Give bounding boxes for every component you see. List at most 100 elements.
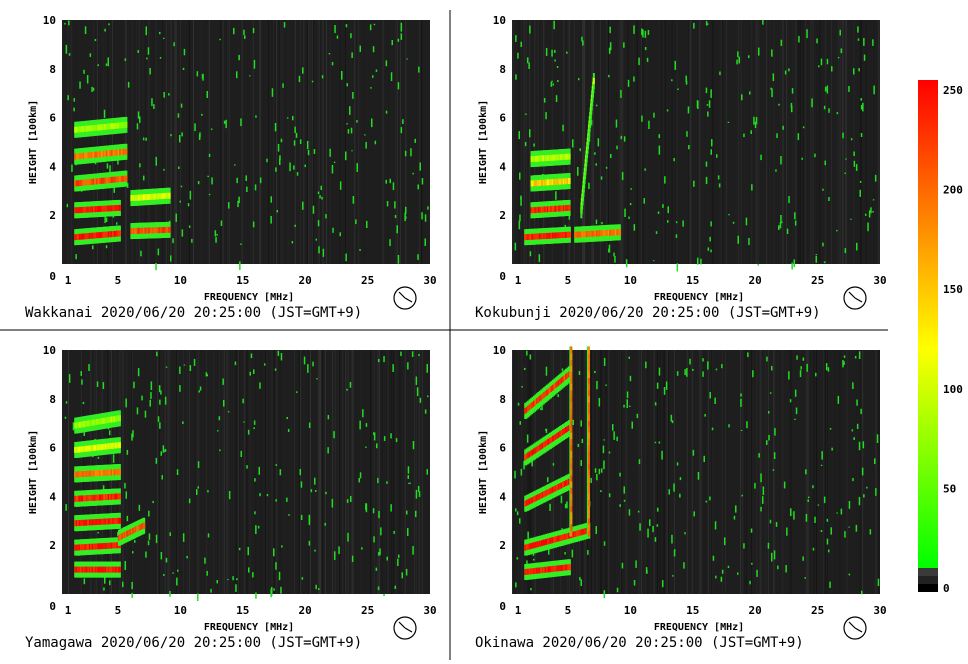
noise-speckle: [804, 577, 806, 579]
noise-speckle: [163, 449, 165, 453]
echo-trace-5: [104, 177, 108, 184]
noise-speckle: [197, 181, 200, 185]
noise-stripe: [244, 350, 246, 594]
noise-speckle: [686, 368, 688, 377]
noise-speckle: [238, 196, 240, 203]
noise-speckle: [629, 203, 632, 206]
noise-speckle: [385, 60, 388, 67]
noise-speckle: [675, 234, 678, 238]
noise-stripe: [766, 20, 768, 264]
noise-speckle: [854, 356, 857, 359]
noise-speckle: [65, 401, 68, 404]
noise-speckle: [530, 588, 532, 591]
noise-speckle: [197, 486, 199, 489]
noise-speckle: [529, 251, 532, 257]
noise-stripe: [155, 20, 157, 264]
noise-speckle: [798, 35, 800, 43]
noise-stripe: [550, 350, 552, 594]
noise-speckle: [674, 60, 676, 70]
noise-speckle: [794, 212, 796, 220]
echo-trace-7: [587, 419, 590, 427]
noise-speckle: [747, 352, 749, 358]
noise-stripe: [326, 20, 328, 264]
noise-speckle: [828, 549, 830, 553]
noise-speckle: [204, 557, 206, 564]
noise-stripe: [266, 350, 268, 594]
echo-trace-7: [92, 125, 96, 131]
noise-speckle: [805, 469, 807, 475]
noise-speckle: [860, 408, 862, 415]
noise-speckle: [749, 580, 751, 585]
noise-stripe: [605, 350, 607, 594]
noise-speckle: [298, 75, 301, 83]
noise-speckle: [771, 88, 773, 98]
noise-speckle: [271, 88, 274, 97]
noise-speckle: [254, 511, 256, 515]
noise-stripe: [268, 20, 269, 264]
noise-stripe: [206, 350, 208, 594]
echo-trace-2: [555, 536, 559, 543]
echo-trace-2: [572, 531, 576, 538]
noise-speckle: [294, 224, 296, 227]
noise-stripe: [144, 350, 146, 594]
noise-speckle: [148, 533, 151, 540]
echo-trace-5: [94, 178, 98, 185]
noise-speckle: [616, 436, 618, 442]
echo-trace-2: [576, 530, 580, 537]
noise-speckle: [315, 238, 317, 241]
noise-speckle: [629, 375, 632, 382]
echo-trace-6: [570, 413, 573, 421]
noise-speckle: [356, 120, 358, 123]
noise-speckle: [247, 546, 249, 556]
noise-speckle: [684, 532, 686, 535]
noise-speckle: [273, 548, 275, 557]
noise-speckle: [845, 158, 847, 160]
noise-speckle: [333, 431, 335, 439]
noise-stripe: [159, 350, 161, 594]
noise-speckle: [307, 364, 309, 373]
noise-stripe: [767, 350, 769, 594]
noise-speckle: [603, 357, 606, 366]
noise-speckle: [225, 119, 227, 129]
x-tick-label: 30: [873, 604, 886, 617]
x-tick-label: 10: [624, 604, 637, 617]
noise-speckle: [656, 524, 659, 527]
noise-speckle: [296, 172, 299, 176]
noise-speckle: [779, 222, 782, 229]
noise-stripe: [260, 350, 262, 594]
noise-stripe: [308, 20, 310, 264]
noise-speckle: [577, 167, 579, 176]
noise-speckle: [801, 157, 803, 160]
noise-stripe: [197, 350, 199, 594]
noise-speckle: [552, 83, 554, 86]
noise-speckle: [773, 452, 776, 459]
x-tick-label: 25: [811, 274, 824, 287]
noise-speckle: [349, 106, 351, 115]
noise-speckle: [711, 427, 714, 431]
noise-speckle: [208, 153, 211, 157]
echo-trace-6: [570, 498, 573, 506]
noise-speckle: [136, 123, 139, 130]
y-tick-label: 10: [493, 344, 506, 357]
noise-speckle: [653, 112, 655, 118]
noise-speckle: [555, 95, 558, 102]
noise-speckle: [728, 214, 730, 216]
echo-trace-7: [114, 122, 118, 129]
noise-speckle: [122, 581, 124, 588]
noise-speckle: [372, 75, 374, 78]
noise-speckle: [760, 473, 762, 483]
noise-stripe: [563, 20, 565, 264]
noise-stripe: [838, 20, 840, 264]
noise-speckle: [279, 155, 281, 160]
noise-speckle: [346, 388, 348, 391]
noise-speckle: [350, 127, 353, 134]
echo-trace-2: [617, 229, 621, 236]
noise-stripe: [795, 20, 797, 264]
noise-stripe: [352, 350, 354, 594]
echo-trace-6: [570, 370, 573, 378]
noise-speckle: [240, 243, 242, 245]
noise-speckle: [275, 464, 277, 466]
noise-speckle: [715, 368, 718, 371]
noise-speckle: [321, 75, 324, 79]
noise-stripe: [576, 20, 578, 264]
